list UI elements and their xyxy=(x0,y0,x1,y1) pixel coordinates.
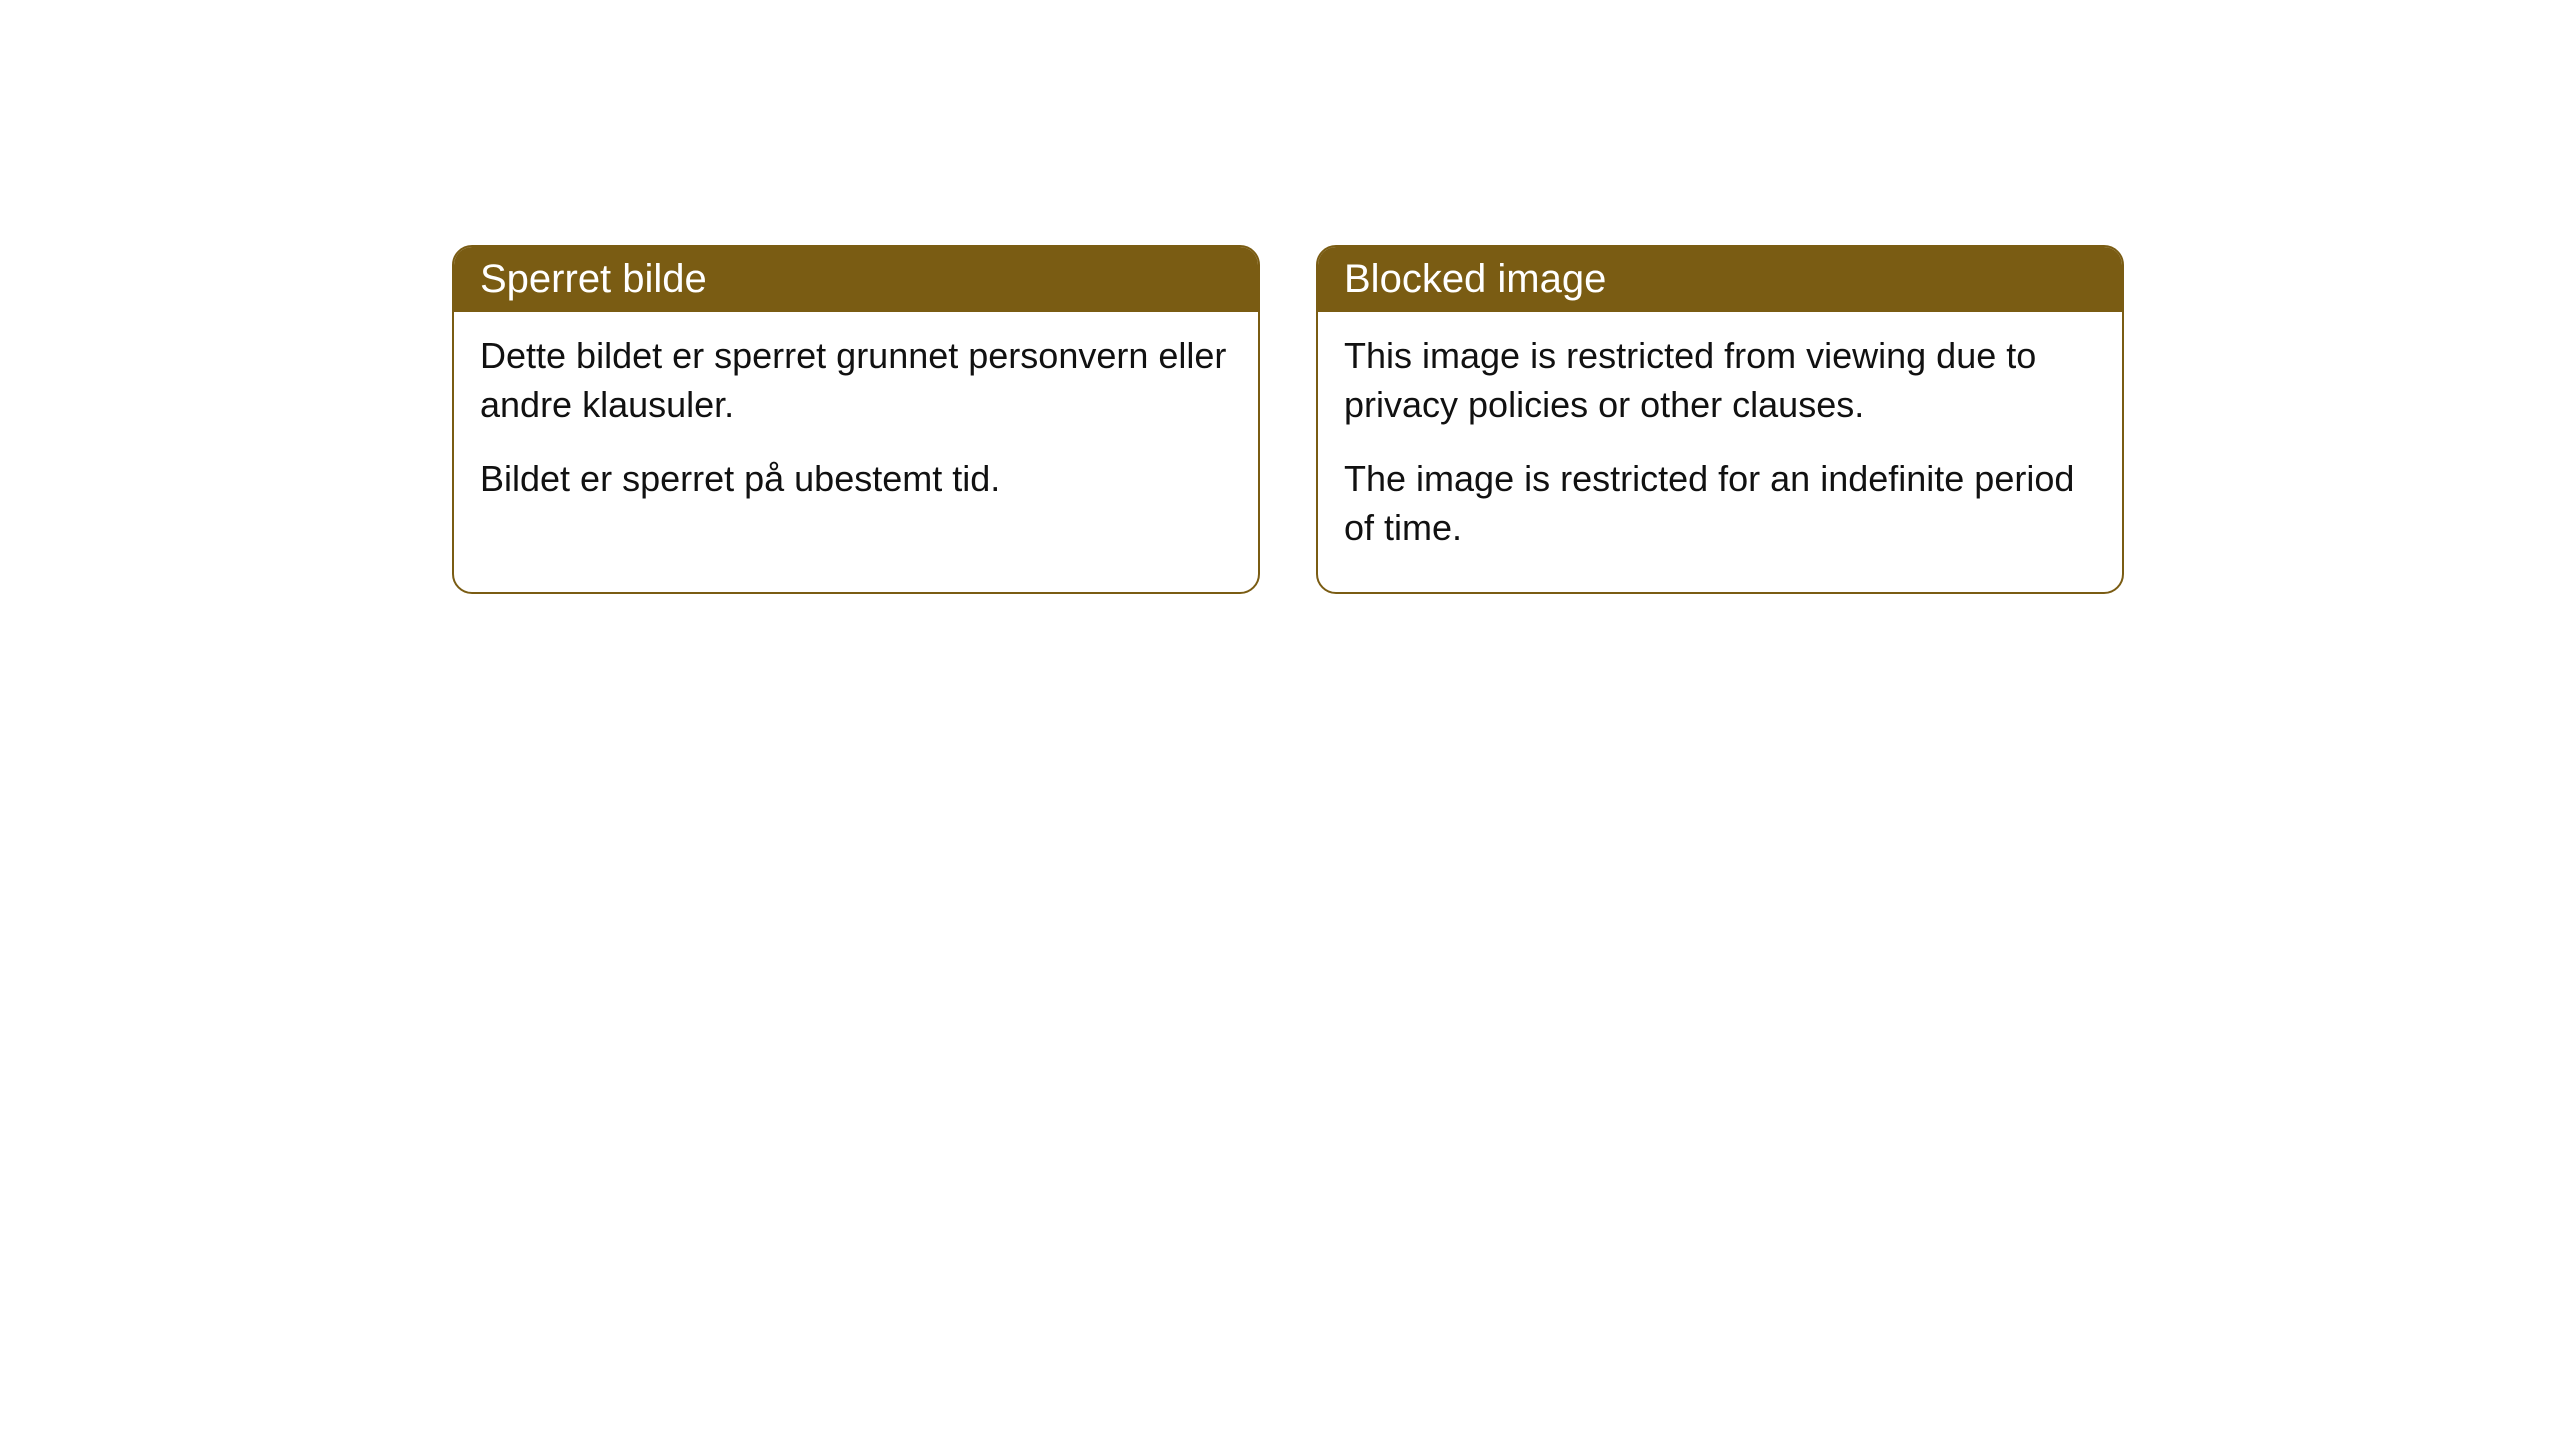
card-norwegian: Sperret bilde Dette bildet er sperret gr… xyxy=(452,245,1260,594)
card-body: This image is restricted from viewing du… xyxy=(1318,312,2122,592)
card-paragraph: This image is restricted from viewing du… xyxy=(1344,332,2096,429)
card-body: Dette bildet er sperret grunnet personve… xyxy=(454,312,1258,544)
card-title: Blocked image xyxy=(1344,257,1606,301)
card-paragraph: Bildet er sperret på ubestemt tid. xyxy=(480,455,1232,504)
card-header: Blocked image xyxy=(1318,247,2122,312)
card-english: Blocked image This image is restricted f… xyxy=(1316,245,2124,594)
card-paragraph: The image is restricted for an indefinit… xyxy=(1344,455,2096,552)
cards-container: Sperret bilde Dette bildet er sperret gr… xyxy=(452,245,2560,594)
card-header: Sperret bilde xyxy=(454,247,1258,312)
card-title: Sperret bilde xyxy=(480,257,707,301)
card-paragraph: Dette bildet er sperret grunnet personve… xyxy=(480,332,1232,429)
